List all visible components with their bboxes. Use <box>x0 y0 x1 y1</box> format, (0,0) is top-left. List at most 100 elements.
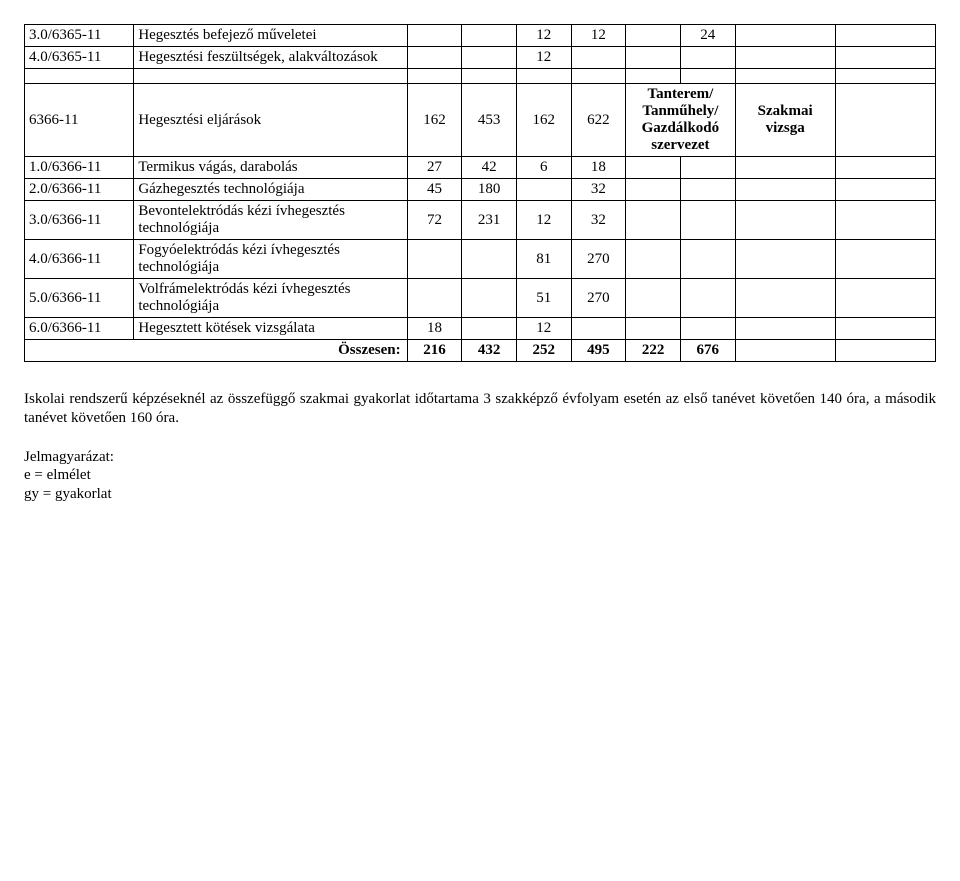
empty-cell <box>835 84 935 157</box>
empty-cell <box>835 179 935 201</box>
num-cell: 32 <box>571 201 626 240</box>
empty-cell <box>835 240 935 279</box>
table-row: 2.0/6366-11 Gázhegesztés technológiája 4… <box>25 179 936 201</box>
title-cell: Hegesztési feszültségek, alakváltozások <box>134 47 407 69</box>
num-cell <box>407 25 462 47</box>
num-cell <box>462 279 517 318</box>
empty-cell <box>735 25 835 47</box>
num-cell <box>407 47 462 69</box>
title-cell: Gázhegesztés technológiája <box>134 179 407 201</box>
sum-cell: 252 <box>516 340 571 362</box>
title-cell: Volfrámelektródás kézi ívhegesztés techn… <box>134 279 407 318</box>
empty-cell <box>735 318 835 340</box>
num-cell <box>626 47 681 69</box>
num-cell <box>680 201 735 240</box>
empty-cell <box>735 157 835 179</box>
section-header-row: 6366-11 Hegesztési eljárások 162 453 162… <box>25 84 936 157</box>
empty-cell <box>735 240 835 279</box>
code-cell: 2.0/6366-11 <box>25 179 134 201</box>
sum-cell: 222 <box>626 340 681 362</box>
legend-line: gy = gyakorlat <box>24 486 112 502</box>
num-cell <box>680 279 735 318</box>
table-row: 4.0/6366-11 Fogyóelektródás kézi ívheges… <box>25 240 936 279</box>
num-cell: 12 <box>571 25 626 47</box>
location-line: szervezet <box>651 137 709 153</box>
sum-cell: 216 <box>407 340 462 362</box>
title-cell: Hegesztett kötések vizsgálata <box>134 318 407 340</box>
num-cell <box>462 318 517 340</box>
num-cell: 180 <box>462 179 517 201</box>
num-cell: 32 <box>571 179 626 201</box>
title-cell: Bevontelektródás kézi ívhegesztés techno… <box>134 201 407 240</box>
code-cell: 6.0/6366-11 <box>25 318 134 340</box>
exam-line: Szakmai <box>758 103 813 119</box>
code-cell: 6366-11 <box>25 84 134 157</box>
empty-cell <box>835 318 935 340</box>
num-cell: 81 <box>516 240 571 279</box>
num-cell <box>680 157 735 179</box>
num-cell: 27 <box>407 157 462 179</box>
legend-line: e = elmélet <box>24 467 91 483</box>
num-cell: 12 <box>516 25 571 47</box>
empty-cell <box>835 201 935 240</box>
empty-cell <box>735 279 835 318</box>
num-cell: 72 <box>407 201 462 240</box>
num-cell: 622 <box>571 84 626 157</box>
table-row: 1.0/6366-11 Termikus vágás, darabolás 27… <box>25 157 936 179</box>
num-cell: 12 <box>516 318 571 340</box>
table-row: 5.0/6366-11 Volfrámelektródás kézi ívheg… <box>25 279 936 318</box>
num-cell: 453 <box>462 84 517 157</box>
sum-row: Összesen: 216 432 252 495 222 676 <box>25 340 936 362</box>
num-cell <box>680 179 735 201</box>
num-cell <box>626 318 681 340</box>
num-cell <box>516 179 571 201</box>
empty-cell <box>835 340 935 362</box>
num-cell: 162 <box>516 84 571 157</box>
empty-cell <box>735 179 835 201</box>
num-cell <box>680 240 735 279</box>
code-cell: 1.0/6366-11 <box>25 157 134 179</box>
title-cell: Fogyóelektródás kézi ívhegesztés technol… <box>134 240 407 279</box>
num-cell <box>571 318 626 340</box>
num-cell <box>407 240 462 279</box>
num-cell <box>462 240 517 279</box>
num-cell: 12 <box>516 201 571 240</box>
num-cell <box>462 25 517 47</box>
code-cell: 3.0/6366-11 <box>25 201 134 240</box>
empty-cell <box>835 25 935 47</box>
num-cell <box>626 201 681 240</box>
empty-cell <box>735 201 835 240</box>
spacer-row <box>25 69 936 84</box>
num-cell <box>626 157 681 179</box>
num-cell: 42 <box>462 157 517 179</box>
num-cell: 162 <box>407 84 462 157</box>
title-cell: Hegesztés befejező műveletei <box>134 25 407 47</box>
location-line: Tanműhely/ <box>642 103 718 119</box>
num-cell: 270 <box>571 279 626 318</box>
num-cell <box>462 47 517 69</box>
table-row: 4.0/6365-11 Hegesztési feszültségek, ala… <box>25 47 936 69</box>
num-cell: 45 <box>407 179 462 201</box>
num-cell <box>680 47 735 69</box>
num-cell <box>626 240 681 279</box>
code-cell: 3.0/6365-11 <box>25 25 134 47</box>
num-cell: 6 <box>516 157 571 179</box>
legend-block: Jelmagyarázat: e = elmélet gy = gyakorla… <box>24 448 936 504</box>
sum-cell: 432 <box>462 340 517 362</box>
sum-cell: 676 <box>680 340 735 362</box>
exam-cell: Szakmai vizsga <box>735 84 835 157</box>
exam-line: vizsga <box>766 120 805 136</box>
empty-cell <box>735 47 835 69</box>
num-cell: 51 <box>516 279 571 318</box>
empty-cell <box>735 340 835 362</box>
location-line: Tanterem/ <box>647 86 713 102</box>
num-cell: 12 <box>516 47 571 69</box>
empty-cell <box>835 157 935 179</box>
code-cell: 5.0/6366-11 <box>25 279 134 318</box>
num-cell <box>626 279 681 318</box>
num-cell <box>571 47 626 69</box>
empty-cell <box>835 47 935 69</box>
table-row: 6.0/6366-11 Hegesztett kötések vizsgálat… <box>25 318 936 340</box>
num-cell <box>680 318 735 340</box>
num-cell <box>626 179 681 201</box>
